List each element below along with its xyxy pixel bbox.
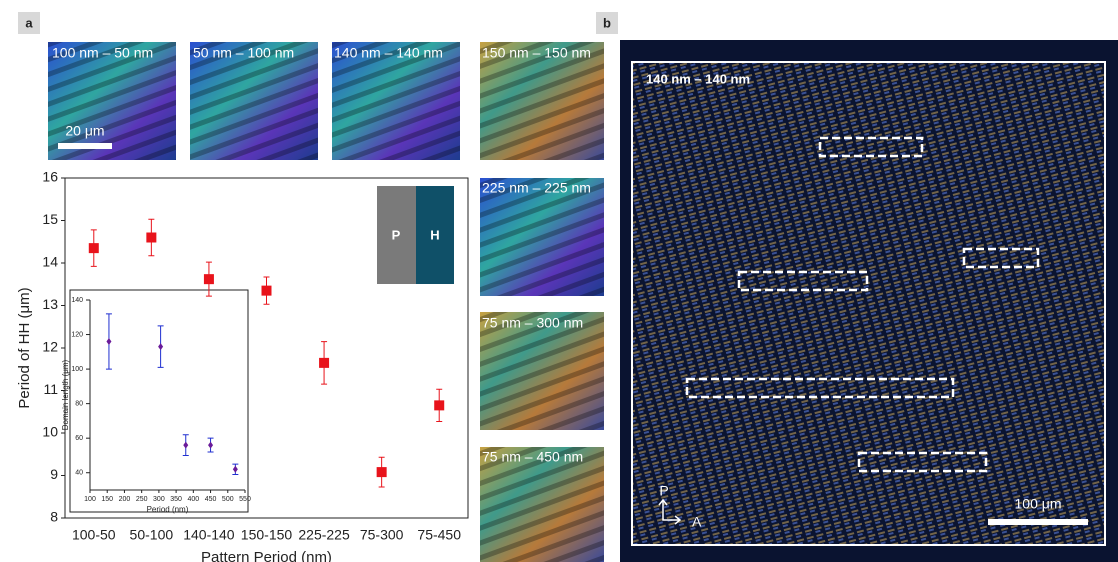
y-axis-title: Domain length (μm) xyxy=(61,359,70,430)
polarizer-label: P xyxy=(659,483,668,499)
y-tick-label: 9 xyxy=(50,466,58,482)
x-tick-label: 450 xyxy=(205,496,217,503)
y-tick-label: 80 xyxy=(75,400,83,407)
point xyxy=(262,286,272,296)
y-tick-label: 40 xyxy=(75,470,83,477)
y-tick-label: 10 xyxy=(42,424,58,440)
point xyxy=(204,274,214,284)
point xyxy=(146,233,156,243)
x-tick-label: 75-450 xyxy=(417,527,461,543)
x-tick-label: 50-100 xyxy=(130,527,174,543)
point xyxy=(89,243,99,253)
figure: a b 100 nm – 50 nm 50 nm – 100 nm 140 nm… xyxy=(0,0,1118,562)
y-tick-label: 140 xyxy=(71,297,83,304)
x-tick-label: 550 xyxy=(239,496,251,503)
x-tick-label: 150 xyxy=(101,496,113,503)
scale-bar xyxy=(58,143,112,149)
x-tick-label: 400 xyxy=(187,496,199,503)
legend-box-label: H xyxy=(430,227,439,242)
point xyxy=(434,400,444,410)
x-tick-label: 300 xyxy=(153,496,165,503)
x-tick-label: 225-225 xyxy=(298,527,350,543)
x-tick-label: 75-300 xyxy=(360,527,404,543)
y-tick-label: 12 xyxy=(42,339,58,355)
image-label: 50 nm – 100 nm xyxy=(193,45,294,61)
y-tick-label: 15 xyxy=(42,211,58,227)
x-axis-title: Pattern Period (nm) xyxy=(201,549,332,562)
legend-box-label: P xyxy=(392,227,401,242)
image-label: 140 nm – 140 nm xyxy=(334,45,443,61)
image-label: 225 nm – 225 nm xyxy=(482,180,591,196)
y-tick-label: 8 xyxy=(50,509,58,525)
y-tick-label: 100 xyxy=(71,366,83,373)
image-label: 150 nm – 150 nm xyxy=(482,45,591,61)
x-tick-label: 350 xyxy=(170,496,182,503)
polarizer-label: A xyxy=(692,514,702,530)
panel-b-image xyxy=(620,40,1118,562)
y-tick-label: 14 xyxy=(42,254,58,270)
x-tick-label: 500 xyxy=(222,496,234,503)
panel-label: a xyxy=(25,15,33,30)
y-tick-label: 13 xyxy=(42,296,58,312)
y-tick-label: 16 xyxy=(42,169,58,185)
point xyxy=(377,467,387,477)
point xyxy=(319,358,329,368)
scale-bar-label: 100 μm xyxy=(1015,496,1062,512)
x-tick-label: 250 xyxy=(136,496,148,503)
image-label: 100 nm – 50 nm xyxy=(52,45,153,61)
y-tick-label: 11 xyxy=(43,381,58,397)
x-tick-label: 100 xyxy=(84,496,96,503)
panel-label: b xyxy=(603,15,611,30)
x-axis-title: Period (nm) xyxy=(147,505,189,514)
x-tick-label: 150-150 xyxy=(241,527,293,543)
y-axis-title: Period of HH (μm) xyxy=(16,287,33,408)
image-label: 75 nm – 300 nm xyxy=(482,315,583,331)
y-tick-label: 60 xyxy=(75,435,83,442)
x-tick-label: 140-140 xyxy=(183,527,235,543)
y-tick-label: 120 xyxy=(71,331,83,338)
x-tick-label: 200 xyxy=(119,496,131,503)
image-label: 75 nm – 450 nm xyxy=(482,449,583,465)
scale-bar-label: 20 μm xyxy=(65,123,104,139)
image-label: 140 nm – 140 nm xyxy=(646,71,750,86)
x-tick-label: 100-50 xyxy=(72,527,116,543)
inset-frame xyxy=(70,290,248,512)
